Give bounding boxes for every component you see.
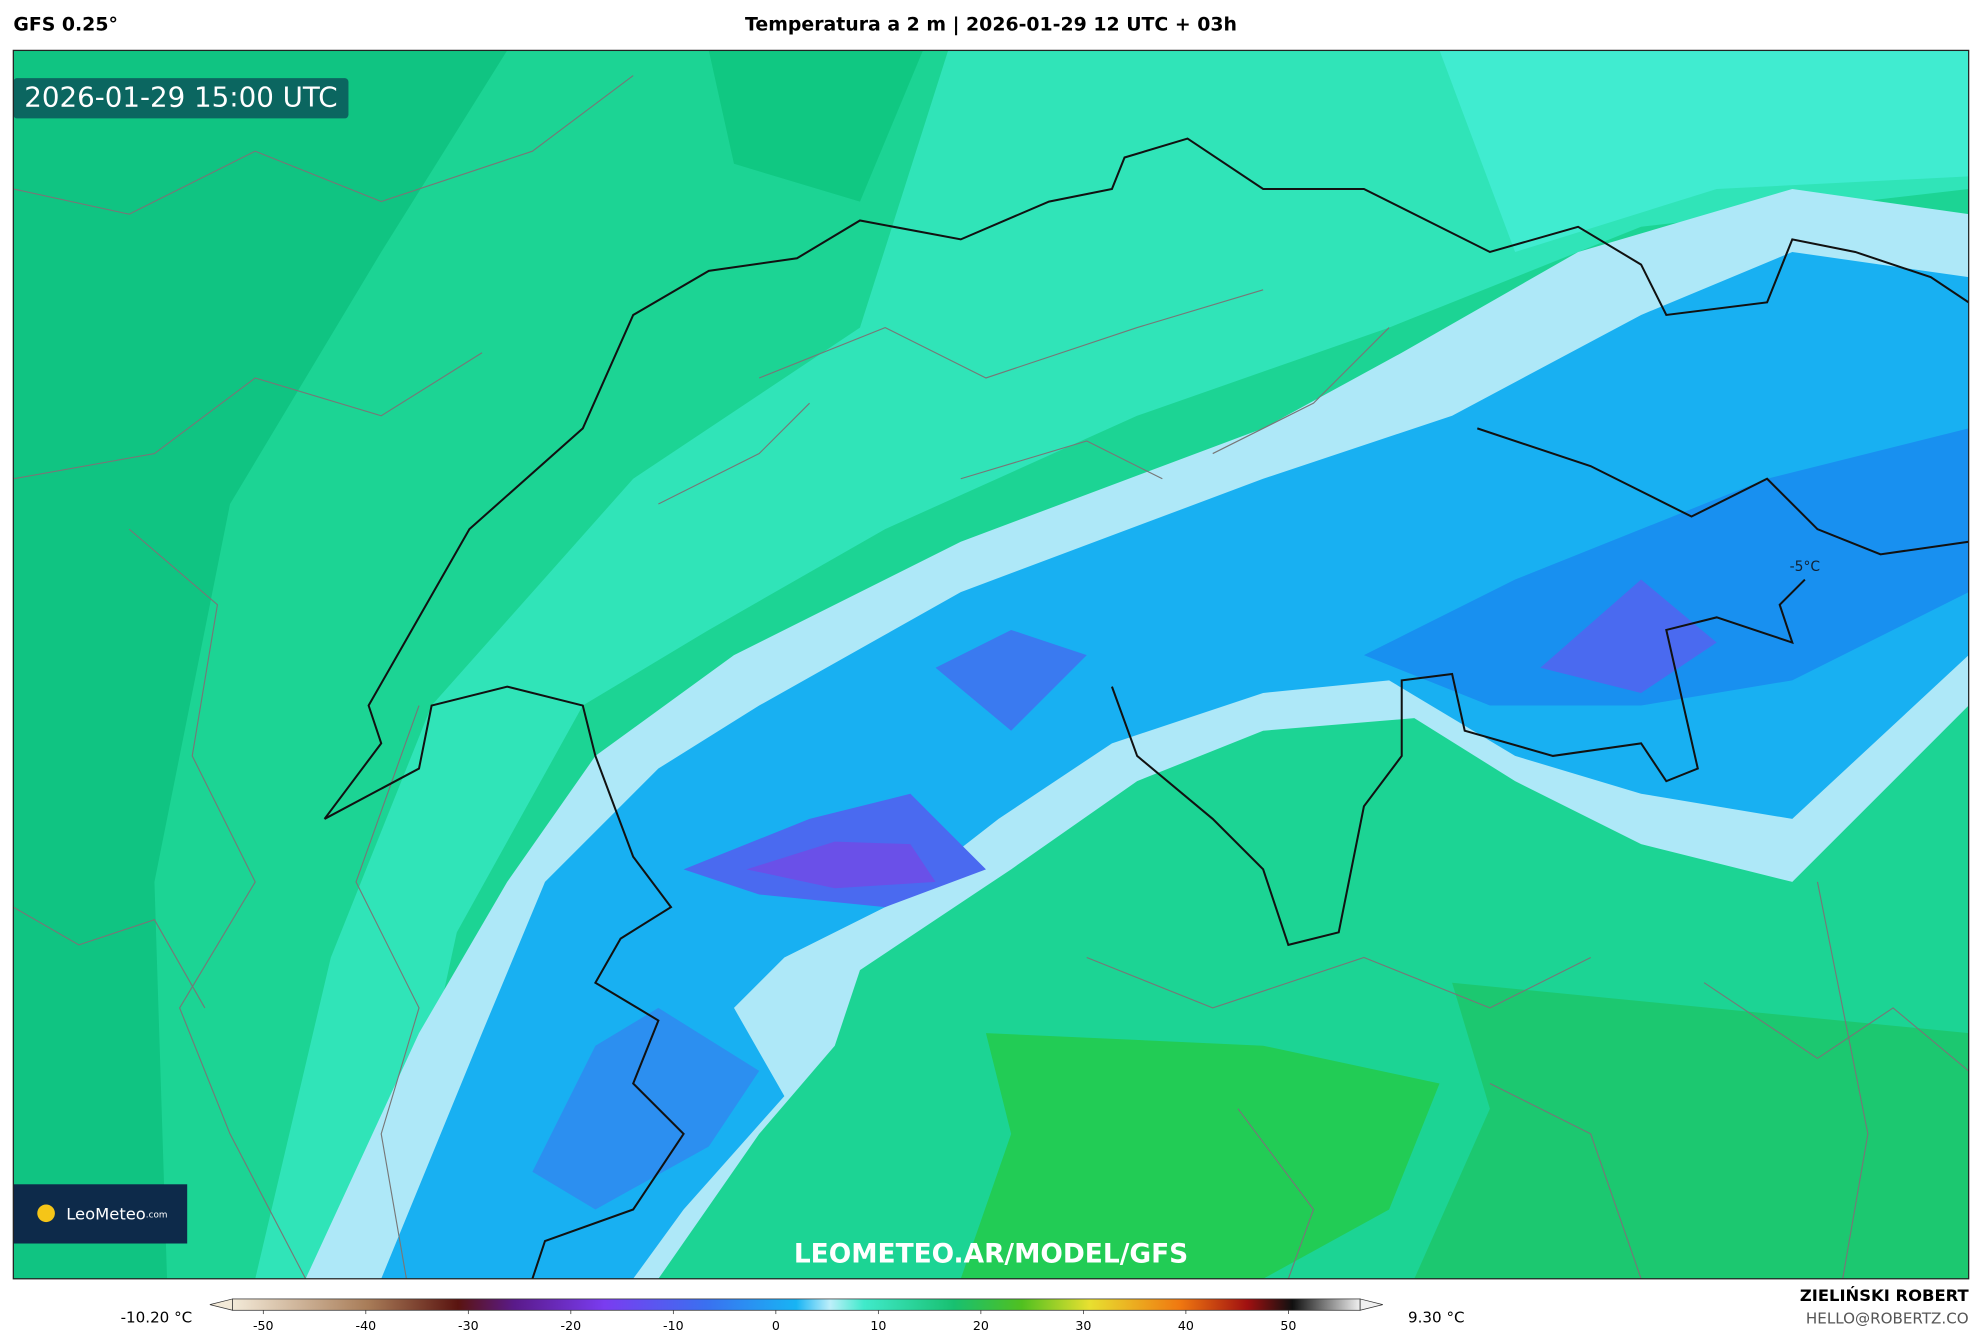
min-label: -10.20 °C [121,1308,193,1326]
field-warm-south [960,1033,1440,1279]
colorbar-tick-label: 0 [772,1318,780,1333]
admin-borders [13,75,1969,1279]
colorbar: -50 -40 -30 -20 -10 0 10 20 30 40 50 [209,1298,1383,1333]
map-title: Temperatura a 2 m | 2026-01-29 12 UTC + … [745,14,1237,36]
email: HELLO@ROBERTZ.CO [1806,1310,1969,1328]
national-borders [323,137,1969,1279]
colorbar-tick-label: 40 [1178,1318,1194,1333]
timestamp: 2026-01-29 15:00 UTC [24,80,337,113]
field-cold [381,251,1969,1279]
field-teal-ne [1439,50,1969,252]
contour-label: -5°C [1790,559,1820,575]
colorbar-tick-label: -30 [458,1318,479,1333]
logo: LeoMeteo.com [66,1204,167,1223]
colorbar-tick-label: -50 [253,1318,274,1333]
field-patch [708,50,923,202]
field-colder-center [935,629,1087,731]
temperature-map: 2026-01-29 15:00 UTC -5°C LEOMETEO.AR/MO… [13,50,1969,1279]
logo-suffix: .com [146,1210,168,1220]
timestamp-box [13,78,349,119]
field-warm-se [1414,982,1969,1279]
colorbar-tick-label: -40 [356,1318,377,1333]
colorbar-high-arrow [1359,1298,1383,1311]
logo-name: LeoMeteo [66,1204,146,1223]
colorbar-low-arrow [209,1298,233,1311]
colorbar-tick-label: 10 [870,1318,886,1333]
colorbar-tick-label: 50 [1280,1318,1296,1333]
colorbar-tick-label: 20 [973,1318,989,1333]
map-frame [12,49,1970,1280]
watermark: LEOMETEO.AR/MODEL/GFS [794,1238,1188,1269]
max-label: 9.30 °C [1408,1308,1465,1326]
colorbar-tick-label: -10 [663,1318,684,1333]
field-colder-east [1363,428,1969,706]
logo-sun [37,1204,55,1223]
model-name: GFS 0.25° [13,14,118,36]
field-coldest-core [746,841,936,889]
colorbar-tick-label: -20 [561,1318,582,1333]
field-colder-sw [532,1007,760,1210]
colorbar-body [232,1298,1361,1311]
colorbar-tick-label: 30 [1075,1318,1091,1333]
field-coldest-east [1540,579,1717,693]
author: ZIELIŃSKI ROBERT [1800,1286,1970,1305]
field-cool-west [13,50,508,1279]
